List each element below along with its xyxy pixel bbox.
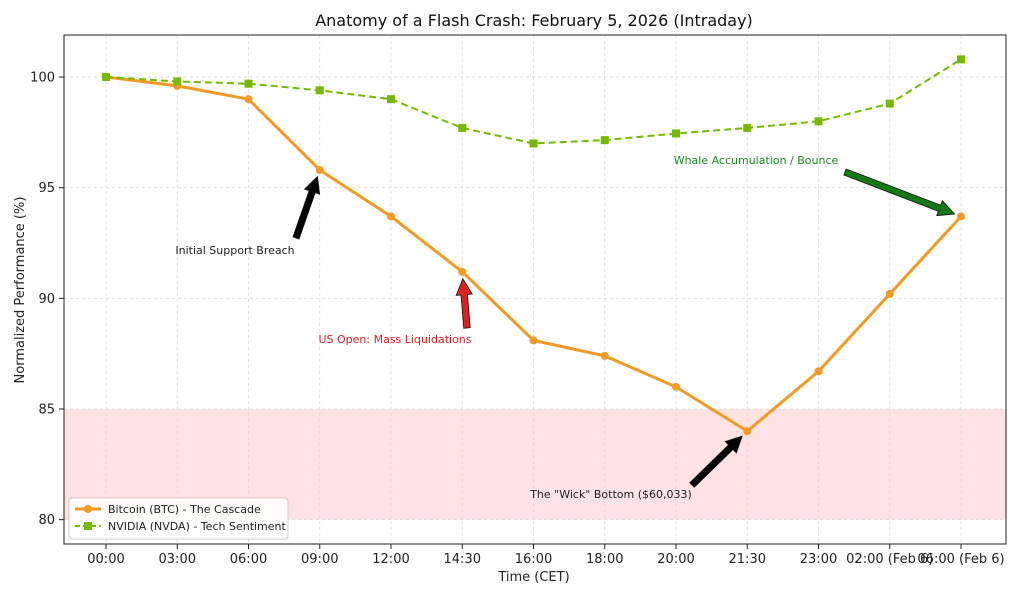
annotation-label: The "Wick" Bottom ($60,033) [529, 488, 692, 501]
x-tick-label: 14:30 [444, 552, 481, 567]
btc-point [529, 336, 538, 345]
annotation-label: US Open: Mass Liquidations [318, 333, 471, 346]
nvda-point [387, 95, 395, 104]
nvda-point [173, 77, 182, 86]
btc-point [814, 367, 823, 376]
annotation-label: Initial Support Breach [175, 244, 294, 257]
x-tick-label: 06:00 (Feb 6) [917, 552, 1004, 567]
annotation-arrow [843, 168, 956, 217]
btc-point [458, 267, 467, 276]
x-tick-label: 18:00 [586, 552, 623, 567]
nvda-point [458, 123, 467, 132]
x-tick-label: 21:30 [729, 552, 766, 567]
x-tick-label: 23:00 [800, 552, 837, 567]
annotation-label: Whale Accumulation / Bounce [674, 154, 839, 167]
btc-point [244, 95, 253, 104]
nvda-point [244, 79, 253, 88]
legend-box [68, 497, 289, 540]
x-tick-label: 06:00 [230, 552, 267, 567]
chart-title: Anatomy of a Flash Crash: February 5, 20… [315, 11, 753, 30]
legend-label: Bitcoin (BTC) - The Cascade [108, 503, 261, 516]
x-tick-label: 09:00 [301, 552, 338, 567]
x-tick-label: 16:00 [515, 552, 552, 567]
annotation-arrow [292, 175, 321, 240]
y-axis-label: Normalized Performance (%) [13, 197, 28, 384]
x-axis-label: Time (CET) [497, 570, 569, 585]
legend-marker [84, 522, 92, 530]
btc-point [387, 212, 395, 221]
y-tick-label: 90 [38, 292, 55, 307]
btc-point [600, 351, 609, 360]
y-tick-label: 100 [30, 71, 55, 86]
x-tick-label: 02:00 (Feb 6) [846, 552, 933, 567]
btc-point [743, 427, 752, 436]
btc-point [885, 289, 894, 298]
x-tick-label: 03:00 [159, 552, 196, 567]
plot-area: 00:00 03:00 06:00 09:00 12:00 14:30 16:00 18:00… [30, 34, 1007, 567]
nvda-point [814, 117, 823, 126]
plot-frame [63, 34, 1007, 545]
nvda-point [743, 123, 752, 132]
y-tick-label: 95 [38, 181, 55, 196]
x-tick-label: 12:00 [372, 552, 409, 567]
nvda-point [957, 55, 965, 64]
y-tick-label: 80 [38, 513, 55, 528]
btc-point [315, 165, 324, 174]
nvda-point [672, 129, 680, 138]
nvda-point [529, 139, 538, 148]
btc-point [672, 382, 680, 391]
annotation-arrow [689, 435, 743, 488]
nvda-point [885, 99, 894, 108]
btc-point [957, 212, 965, 221]
nvda-point [600, 136, 609, 145]
annotation-arrow [455, 277, 473, 329]
nvda-point [315, 86, 324, 95]
legend-label: NVIDIA (NVDA) - Tech Sentiment [108, 520, 287, 533]
x-tick-label: 00:00 [87, 552, 124, 567]
nvda-point [102, 73, 110, 82]
legend: Bitcoin (BTC) - The Cascade NVIDIA (NVDA)… [68, 497, 289, 540]
legend-marker [84, 505, 92, 513]
y-tick-label: 85 [38, 403, 55, 418]
x-tick-label: 20:00 [657, 552, 694, 567]
